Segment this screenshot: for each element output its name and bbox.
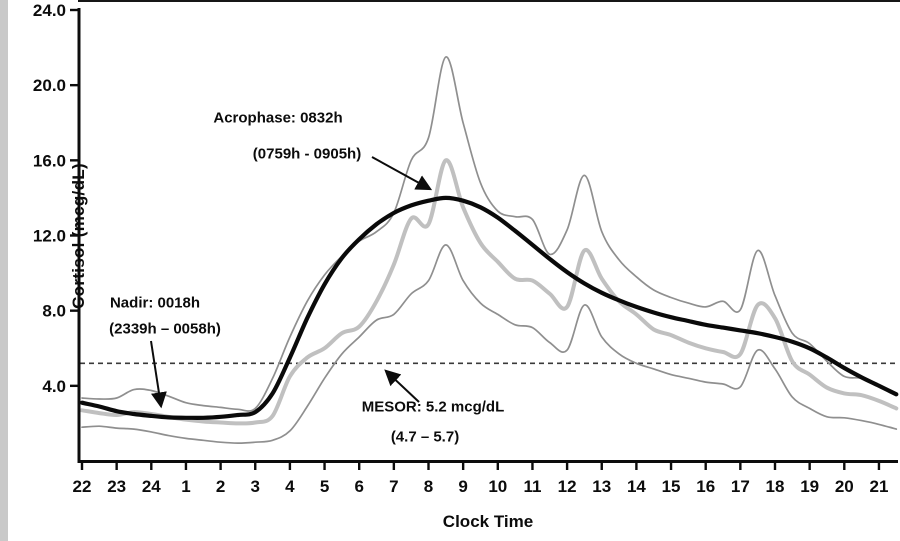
- x-tick-label: 2: [216, 477, 225, 496]
- x-tick-label: 23: [107, 477, 126, 496]
- x-tick-label: 20: [835, 477, 854, 496]
- x-tick-label: 18: [766, 477, 785, 496]
- y-tick-label: 20.0: [33, 76, 66, 95]
- curve-cosinor-fit: [79, 195, 899, 420]
- y-tick-label: 8.0: [42, 302, 66, 321]
- x-tick-label: 16: [696, 477, 715, 496]
- x-tick-label: 17: [731, 477, 750, 496]
- nadir-arrow: [150, 340, 167, 409]
- curve-upper-95ci: [81, 56, 898, 412]
- acrophase-annotation-value: Acrophase: 0832h: [213, 109, 343, 127]
- x-tick-label: 7: [389, 477, 398, 496]
- x-tick-label: 11: [523, 477, 541, 496]
- curve-lower-95ci: [81, 244, 898, 444]
- x-tick-label: 1: [181, 477, 190, 496]
- x-tick-label: 21: [869, 477, 888, 496]
- x-axis-title: Clock Time: [442, 512, 534, 531]
- x-tick-label: 12: [558, 477, 577, 496]
- x-tick-label: 6: [354, 477, 363, 496]
- y-axis-title: Cortisol (mcg/dL): [68, 163, 88, 309]
- nadir-annotation-ci: (2339h – 0058h): [109, 320, 221, 338]
- x-tick-label: 14: [627, 477, 646, 496]
- mesor-arrow: [384, 369, 420, 403]
- x-tick-label: 8: [424, 477, 433, 496]
- scan-left-edge-artifact: [0, 0, 8, 541]
- y-tick-label: 24.0: [33, 1, 66, 20]
- y-tick-label: 16.0: [33, 151, 66, 170]
- annotation-arrows: [150, 156, 433, 409]
- curve-group-mean: [80, 158, 899, 426]
- x-tick-label: 3: [251, 477, 260, 496]
- scan-top-edge-artifact: [78, 0, 900, 2]
- axes: 4.08.012.016.020.024.022 23 24 1 2 3 4 5 6 7 8 9 10 1…: [33, 1, 898, 496]
- nadir-annotation-value: Nadir: 0018h: [109, 294, 201, 312]
- x-tick-label: 19: [800, 477, 819, 496]
- acrophase-annotation-ci: (0759h - 0905h): [252, 145, 362, 163]
- x-tick-label: 15: [662, 477, 681, 496]
- y-tick-label: 4.0: [42, 377, 66, 396]
- x-tick-label: 9: [458, 477, 467, 496]
- x-tick-label: 5: [320, 477, 329, 496]
- mesor-annotation-value: MESOR: 5.2 mcg/dL: [361, 398, 505, 416]
- x-tick-label: 24: [142, 477, 161, 496]
- mesor-annotation-ci: (4.7 – 5.7): [390, 428, 460, 446]
- x-tick-label: 4: [285, 477, 295, 496]
- x-tick-label: 13: [592, 477, 611, 496]
- y-tick-label: 12.0: [33, 227, 66, 246]
- acrophase-arrow: [371, 156, 433, 191]
- x-tick-label: 22: [73, 477, 92, 496]
- x-tick-label: 10: [488, 477, 507, 496]
